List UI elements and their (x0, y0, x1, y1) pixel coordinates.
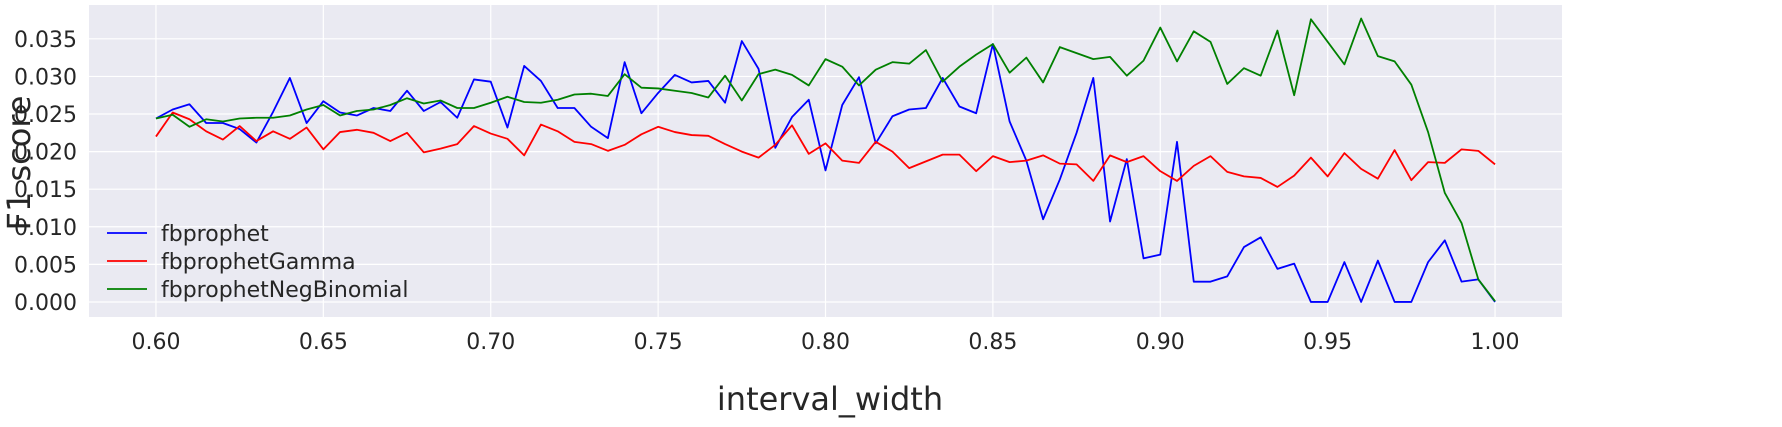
x-tick-label: 0.60 (131, 330, 180, 355)
x-tick-label: 0.90 (1136, 330, 1185, 355)
x-tick-labels: 0.60 0.65 0.70 0.75 0.80 0.85 0.90 0.95 1.00 (131, 330, 1519, 355)
y-tick-label: 0.005 (14, 253, 77, 278)
y-tick-label: 0.010 (14, 216, 77, 241)
x-tick-label: 0.65 (299, 330, 348, 355)
legend-label: fbprophetGamma (161, 250, 356, 275)
y-tick-label: 0.030 (14, 65, 77, 90)
y-tick-label: 0.020 (14, 141, 77, 166)
series-line-fbprophetgamma (155, 111, 1496, 188)
x-tick-label: 0.80 (801, 330, 850, 355)
y-tick-label: 0.025 (14, 103, 77, 128)
x-axis-title: interval_width (717, 380, 943, 418)
grid-lines (89, 5, 1562, 317)
y-tick-labels: 0.000 0.005 0.010 0.015 0.020 0.025 0.030 0.035 (14, 28, 77, 316)
series-line-fbprophetnegbinomial (155, 17, 1496, 302)
series-layer (155, 17, 1496, 303)
y-axis-title: F1 score (0, 96, 38, 231)
y-tick-label: 0.035 (14, 28, 77, 53)
legend-label: fbprophetNegBinomial (161, 278, 408, 303)
series-line-fbprophet (155, 40, 1496, 303)
legend: fbprophet fbprophetGamma fbprophetNegBinom… (107, 222, 408, 303)
x-tick-label: 0.85 (968, 330, 1017, 355)
y-tick-label: 0.015 (14, 178, 77, 203)
x-tick-label: 0.70 (466, 330, 515, 355)
x-tick-label: 1.00 (1471, 330, 1520, 355)
legend-label: fbprophet (161, 222, 269, 247)
y-tick-label: 0.000 (14, 291, 77, 316)
x-tick-label: 0.75 (634, 330, 683, 355)
x-tick-label: 0.95 (1303, 330, 1352, 355)
